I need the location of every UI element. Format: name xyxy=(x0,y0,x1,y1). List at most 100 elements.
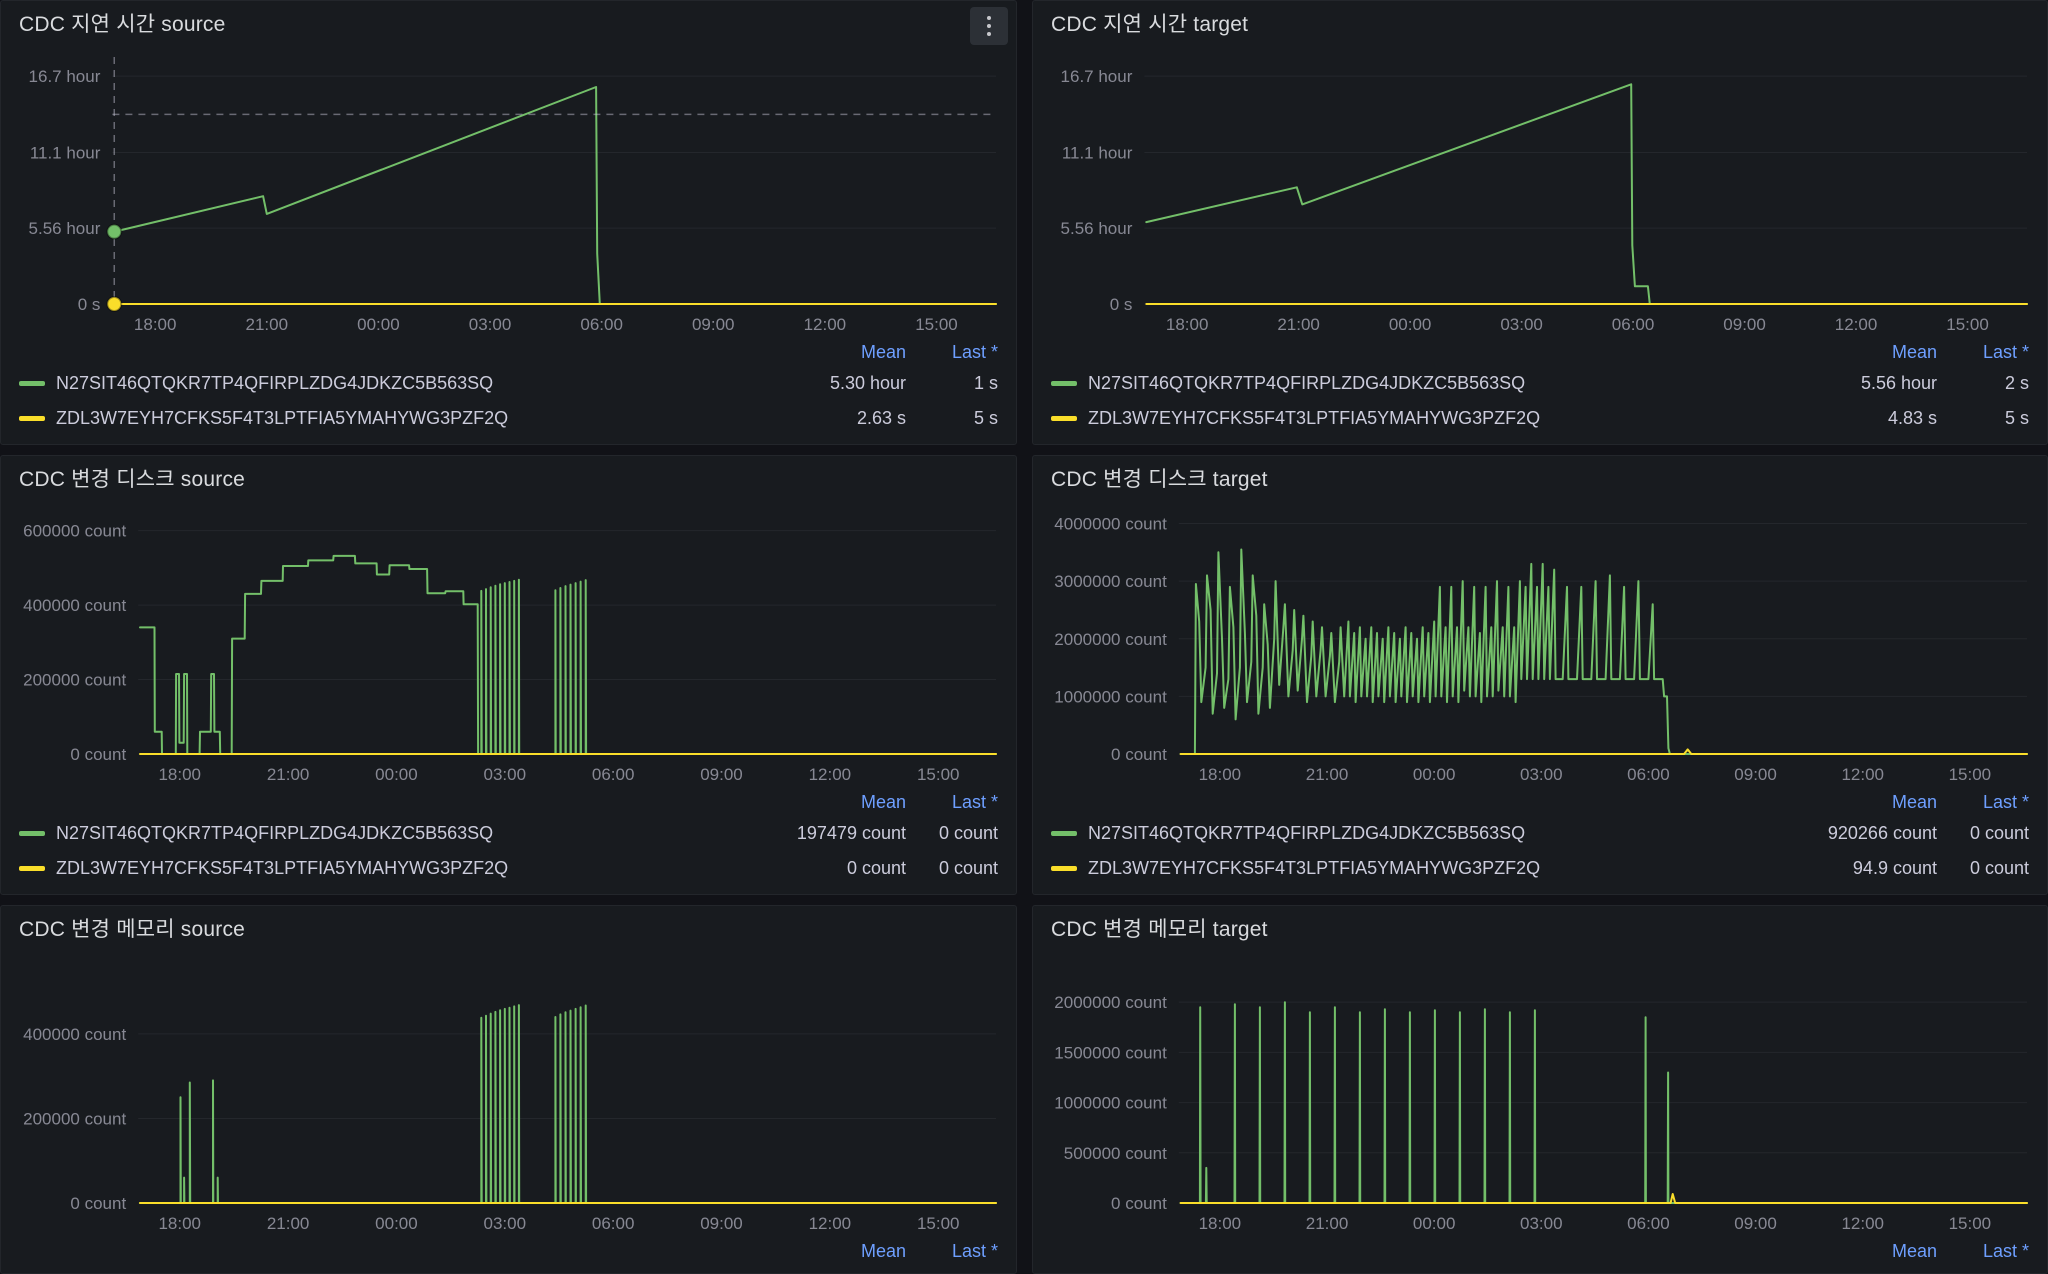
svg-text:0 s: 0 s xyxy=(78,295,101,314)
legend-headers: Mean Last * xyxy=(19,338,998,366)
legend-sort-mean[interactable]: Mean xyxy=(860,1240,906,1261)
series-name[interactable]: N27SIT46QTQKR7TP4QFIRPLZDG4JDKZC5B563SQ xyxy=(56,373,494,393)
legend-sort-last[interactable]: Last * xyxy=(1982,1240,2029,1261)
legend: Mean Last * N27SIT46QTQKR7TP4QFIRPLZDG4J… xyxy=(1033,338,2047,444)
panel-latency-target: CDC 지연 시간 target 0 s 5.56 hour 11.1 hour 16… xyxy=(1032,0,2048,445)
svg-text:12:00: 12:00 xyxy=(1841,1214,1884,1233)
svg-text:15:00: 15:00 xyxy=(915,315,958,334)
svg-text:12:00: 12:00 xyxy=(809,765,852,784)
legend-sort-mean[interactable]: Mean xyxy=(1891,791,1937,812)
series-color-dash xyxy=(1051,416,1077,421)
series-name[interactable]: ZDL3W7EYH7CFKS5F4T3LPTFIA5YMAHYWG3PZF2Q xyxy=(56,858,509,878)
legend-sort-mean[interactable]: Mean xyxy=(1891,341,1937,362)
svg-text:06:00: 06:00 xyxy=(1627,1214,1670,1233)
svg-text:03:00: 03:00 xyxy=(1520,765,1563,784)
series-name[interactable]: ZDL3W7EYH7CFKS5F4T3LPTFIA5YMAHYWG3PZF2Q xyxy=(56,408,509,428)
legend-row[interactable]: ZDL3W7EYH7CFKS5F4T3LPTFIA5YMAHYWG3PZF2Q 9… xyxy=(1051,851,2029,886)
panel-menu-icon[interactable] xyxy=(970,7,1008,45)
panel-title[interactable]: CDC 지연 시간 source xyxy=(19,13,226,36)
series-name[interactable]: ZDL3W7EYH7CFKS5F4T3LPTFIA5YMAHYWG3PZF2Q xyxy=(1088,858,1541,878)
legend-headers: Mean Last * xyxy=(1051,788,2029,816)
svg-text:15:00: 15:00 xyxy=(1949,765,1992,784)
svg-text:16.7 hour: 16.7 hour xyxy=(1061,67,1133,86)
series-mean-value: 5.30 hour xyxy=(829,373,906,393)
panel-header: CDC 지연 시간 target xyxy=(1033,1,2047,45)
legend-sort-mean[interactable]: Mean xyxy=(860,791,906,812)
svg-text:09:00: 09:00 xyxy=(1734,765,1777,784)
svg-text:00:00: 00:00 xyxy=(1413,1214,1456,1233)
legend-row[interactable]: ZDL3W7EYH7CFKS5F4T3LPTFIA5YMAHYWG3PZF2Q 2… xyxy=(19,401,998,436)
timeseries-chart[interactable]: 0 count 200000 count 400000 count 600000 co… xyxy=(9,500,1008,788)
svg-text:12:00: 12:00 xyxy=(1841,765,1884,784)
series-mean-value: 4.83 s xyxy=(1887,408,1937,428)
svg-text:21:00: 21:00 xyxy=(267,765,310,784)
legend-row[interactable]: N27SIT46QTQKR7TP4QFIRPLZDG4JDKZC5B563SQ 9… xyxy=(1051,816,2029,851)
series-name[interactable]: N27SIT46QTQKR7TP4QFIRPLZDG4JDKZC5B563SQ xyxy=(1088,373,1526,393)
timeseries-chart[interactable]: 0 s 5.56 hour 11.1 hour 16.7 hour 18:00 21:00… xyxy=(1041,45,2039,338)
kebab-dot xyxy=(987,16,991,20)
svg-text:09:00: 09:00 xyxy=(1723,315,1766,334)
panel-title[interactable]: CDC 변경 디스크 target xyxy=(1051,468,1268,491)
svg-text:15:00: 15:00 xyxy=(1949,1214,1992,1233)
panel-header: CDC 변경 메모리 target xyxy=(1033,906,2047,950)
timeseries-chart[interactable]: 0 count 1000000 count 2000000 count 3000000… xyxy=(1041,500,2039,788)
series-mean-value: 5.56 hour xyxy=(1860,373,1937,393)
svg-text:0 count: 0 count xyxy=(1111,745,1167,764)
svg-text:4000000 count: 4000000 count xyxy=(1054,515,1167,534)
svg-text:06:00: 06:00 xyxy=(1627,765,1670,784)
series-color-dash xyxy=(19,381,45,386)
svg-text:18:00: 18:00 xyxy=(1199,1214,1242,1233)
svg-text:0 count: 0 count xyxy=(1111,1194,1167,1213)
legend-row[interactable]: N27SIT46QTQKR7TP4QFIRPLZDG4JDKZC5B563SQ 5… xyxy=(19,366,998,401)
svg-text:500000 count: 500000 count xyxy=(1064,1144,1167,1163)
panel-title[interactable]: CDC 변경 디스크 source xyxy=(19,468,246,491)
svg-text:09:00: 09:00 xyxy=(1734,1214,1777,1233)
svg-text:11.1 hour: 11.1 hour xyxy=(1062,144,1133,163)
panel-memory-source: CDC 변경 메모리 source 0 count 200000 count 400… xyxy=(0,905,1017,1274)
timeseries-chart[interactable]: 0 s 5.56 hour 11.1 hour 16.7 hour 18:00 21:00… xyxy=(9,45,1008,338)
legend-sort-mean[interactable]: Mean xyxy=(860,341,906,362)
svg-text:200000 count: 200000 count xyxy=(23,1109,126,1128)
legend-row[interactable]: ZDL3W7EYH7CFKS5F4T3LPTFIA5YMAHYWG3PZF2Q 4… xyxy=(1051,401,2029,436)
svg-text:16.7 hour: 16.7 hour xyxy=(29,67,101,86)
series-last-value: 1 s xyxy=(973,373,998,393)
legend-row[interactable]: N27SIT46QTQKR7TP4QFIRPLZDG4JDKZC5B563SQ 1… xyxy=(19,816,998,851)
svg-text:06:00: 06:00 xyxy=(592,1214,635,1233)
series-color-dash xyxy=(19,831,45,836)
legend-sort-mean[interactable]: Mean xyxy=(1891,1240,1937,1261)
series-name[interactable]: N27SIT46QTQKR7TP4QFIRPLZDG4JDKZC5B563SQ xyxy=(56,823,494,843)
legend-sort-last[interactable]: Last * xyxy=(951,1240,998,1261)
chart-area: 0 count 500000 count 1000000 count 1500000 … xyxy=(1041,950,2039,1237)
svg-text:18:00: 18:00 xyxy=(1166,315,1209,334)
legend-sort-last[interactable]: Last * xyxy=(1982,791,2029,812)
legend-sort-last[interactable]: Last * xyxy=(951,791,998,812)
timeseries-chart[interactable]: 0 count 500000 count 1000000 count 1500000 … xyxy=(1041,950,2039,1237)
svg-text:09:00: 09:00 xyxy=(692,315,735,334)
series-color-dash xyxy=(19,866,45,871)
series-mean-value: 94.9 count xyxy=(1852,858,1937,878)
svg-text:00:00: 00:00 xyxy=(357,315,400,334)
series-last-value: 0 count xyxy=(938,823,998,843)
series-name[interactable]: N27SIT46QTQKR7TP4QFIRPLZDG4JDKZC5B563SQ xyxy=(1088,823,1526,843)
legend-sort-last[interactable]: Last * xyxy=(951,341,998,362)
svg-text:5.56 hour: 5.56 hour xyxy=(29,219,101,238)
legend: Mean Last * xyxy=(1033,1237,2047,1273)
panel-title[interactable]: CDC 변경 메모리 source xyxy=(19,918,246,941)
svg-text:600000 count: 600000 count xyxy=(23,522,126,541)
panel-header: CDC 변경 디스크 source xyxy=(1,456,1016,500)
legend-row[interactable]: N27SIT46QTQKR7TP4QFIRPLZDG4JDKZC5B563SQ 5… xyxy=(1051,366,2029,401)
timeseries-chart[interactable]: 0 count 200000 count 400000 count 18:00 21:0… xyxy=(9,950,1008,1237)
svg-text:18:00: 18:00 xyxy=(1199,765,1242,784)
legend-sort-last[interactable]: Last * xyxy=(1982,341,2029,362)
svg-text:00:00: 00:00 xyxy=(375,1214,418,1233)
series-name[interactable]: ZDL3W7EYH7CFKS5F4T3LPTFIA5YMAHYWG3PZF2Q xyxy=(1088,408,1541,428)
kebab-dot xyxy=(987,32,991,36)
svg-text:03:00: 03:00 xyxy=(1520,1214,1563,1233)
legend: Mean Last * N27SIT46QTQKR7TP4QFIRPLZDG4J… xyxy=(1,788,1016,894)
panel-memory-target: CDC 변경 메모리 target 0 count 500000 count 100… xyxy=(1032,905,2048,1274)
panel-title[interactable]: CDC 지연 시간 target xyxy=(1051,13,1249,36)
svg-text:00:00: 00:00 xyxy=(1413,765,1456,784)
panel-title[interactable]: CDC 변경 메모리 target xyxy=(1051,918,1268,941)
legend: Mean Last * N27SIT46QTQKR7TP4QFIRPLZDG4J… xyxy=(1,338,1016,444)
legend-row[interactable]: ZDL3W7EYH7CFKS5F4T3LPTFIA5YMAHYWG3PZF2Q 0… xyxy=(19,851,998,886)
